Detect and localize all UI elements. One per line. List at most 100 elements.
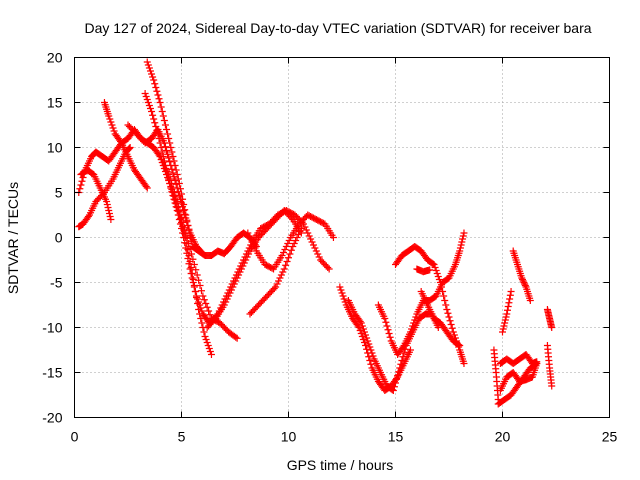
data-point	[160, 162, 168, 169]
data-point	[357, 330, 365, 337]
data-point	[444, 309, 452, 317]
data-point	[156, 139, 164, 147]
series-track-y	[543, 306, 556, 331]
data-point	[494, 396, 502, 403]
data-point	[153, 126, 161, 134]
data-point	[501, 319, 509, 327]
data-point	[180, 201, 188, 208]
data-point	[186, 265, 194, 273]
data-point	[168, 180, 176, 187]
data-point	[412, 313, 420, 321]
data-point	[232, 277, 240, 285]
data-point	[292, 237, 300, 244]
data-point	[504, 303, 512, 310]
data-point	[152, 84, 160, 91]
series-track-g	[141, 90, 220, 327]
data-point	[155, 135, 163, 142]
data-point	[396, 364, 404, 372]
data-point	[186, 245, 194, 253]
data-point	[172, 193, 180, 201]
data-point	[142, 93, 150, 100]
axis-ticks: 0 5 10 15 20 25 -20 -15 -10 -5 0 5 10 15 20	[42, 50, 617, 445]
data-point	[107, 118, 115, 126]
data-point	[364, 337, 372, 345]
data-point	[166, 158, 174, 166]
data-point	[389, 387, 397, 394]
data-point	[548, 382, 556, 390]
data-point	[548, 324, 556, 331]
x-tick-label: 5	[178, 429, 186, 445]
data-point	[456, 247, 464, 255]
data-point	[521, 282, 529, 289]
series-track-v	[499, 288, 515, 336]
data-point	[171, 177, 179, 184]
data-point	[358, 322, 366, 330]
series-track-w	[509, 247, 534, 304]
data-point	[194, 295, 202, 303]
data-point	[526, 297, 534, 304]
data-point	[457, 241, 465, 249]
data-point	[210, 316, 218, 324]
data-point	[448, 324, 456, 332]
data-point	[229, 283, 237, 291]
data-point	[110, 127, 118, 135]
data-point	[154, 91, 162, 99]
data-point	[146, 105, 154, 112]
data-point	[155, 151, 163, 159]
data-point	[183, 234, 191, 242]
data-point	[338, 289, 346, 297]
data-point	[146, 67, 154, 75]
data-point	[143, 184, 151, 192]
data-point	[296, 228, 304, 235]
data-point	[178, 213, 185, 221]
data-point	[324, 264, 332, 271]
data-point	[170, 189, 178, 196]
data-point	[160, 117, 168, 124]
series-track-a	[75, 139, 151, 196]
data-point	[501, 316, 509, 324]
data-point	[280, 249, 288, 256]
data-point	[161, 143, 169, 151]
data-point	[170, 157, 178, 165]
data-point	[201, 333, 209, 340]
y-tick-label: 5	[55, 185, 63, 201]
data-point	[275, 277, 283, 285]
series-track-j	[203, 207, 305, 331]
data-point	[203, 339, 211, 346]
data-point	[181, 206, 189, 214]
data-point	[149, 73, 157, 81]
y-tick-label: 20	[47, 50, 63, 66]
data-point	[149, 111, 157, 119]
data-point	[245, 232, 253, 240]
data-point	[358, 333, 366, 340]
data-point	[105, 112, 113, 120]
data-point	[179, 219, 187, 226]
data-point	[385, 330, 393, 337]
data-point	[301, 223, 309, 231]
data-point	[196, 282, 204, 289]
data-point	[144, 99, 152, 106]
data-point	[106, 115, 114, 123]
data-point	[355, 324, 363, 331]
y-axis-label: SDTVAR / TECUs	[5, 182, 21, 294]
chart-title: Day 127 of 2024, Sidereal Day-to-day VTE…	[84, 20, 591, 36]
series-track-f	[143, 58, 260, 259]
data-point	[169, 184, 177, 192]
data-point	[182, 211, 190, 219]
data-point	[198, 319, 206, 327]
x-axis-label: GPS time / hours	[287, 457, 394, 473]
data-point	[227, 286, 235, 294]
data-point	[336, 283, 344, 291]
data-point	[294, 231, 302, 238]
data-point	[456, 342, 464, 349]
data-point	[507, 288, 515, 295]
data-point	[281, 246, 289, 253]
data-point	[176, 208, 184, 216]
data-point	[162, 165, 170, 172]
data-point	[143, 96, 151, 103]
data-point	[392, 379, 399, 387]
data-point	[500, 322, 508, 330]
data-point	[226, 289, 234, 297]
data-point	[430, 261, 438, 268]
